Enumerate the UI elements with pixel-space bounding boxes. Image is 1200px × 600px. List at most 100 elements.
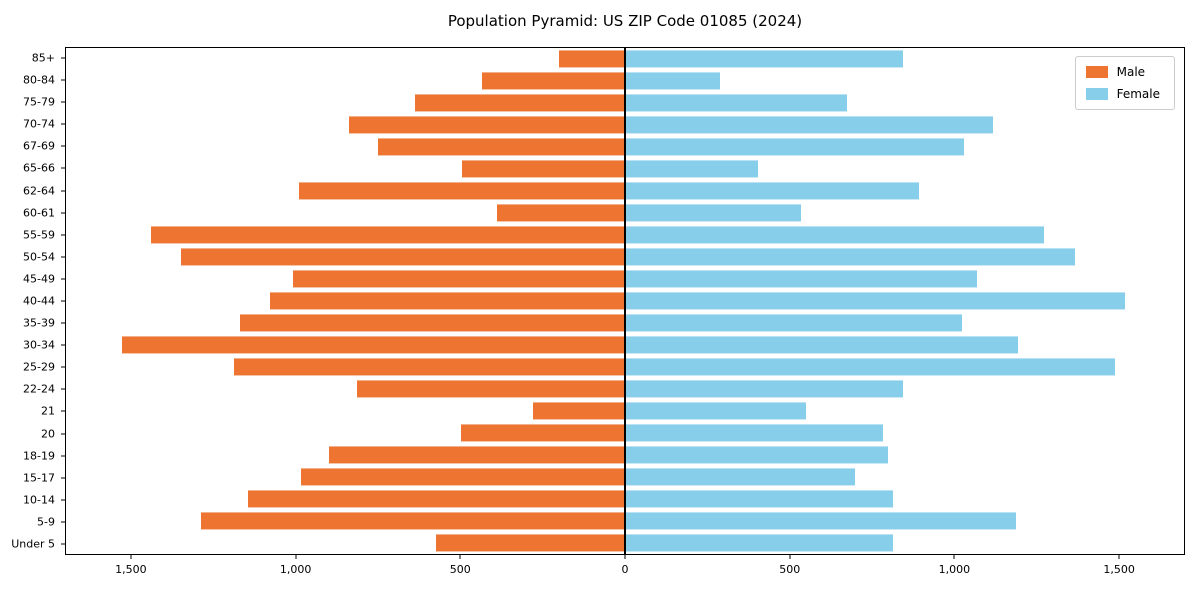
bar-male-21 [532, 402, 625, 420]
bar-female-50-54 [625, 248, 1076, 266]
legend: Male Female [1074, 56, 1175, 110]
ytick-mark [61, 79, 65, 81]
xtick-label: 500 [449, 563, 471, 576]
bar-female-22-24 [625, 380, 903, 398]
bar-female-10-14 [625, 490, 893, 508]
bar-male-80-84 [481, 72, 625, 90]
ytick-mark [61, 322, 65, 324]
xtick-mark [1118, 555, 1120, 559]
ytick-mark [61, 366, 65, 368]
legend-label-male: Male [1116, 65, 1146, 79]
xtick-label: 1,000 [938, 563, 971, 576]
xtick-mark [295, 555, 297, 559]
bar-female-15-17 [625, 468, 856, 486]
bar-male-62-64 [299, 182, 625, 200]
bar-male-10-14 [248, 490, 625, 508]
ytick-mark [61, 145, 65, 147]
plot-area: Male Female [65, 47, 1185, 555]
female-swatch [1085, 88, 1108, 100]
bar-male-50-54 [181, 248, 625, 266]
ytick-mark [61, 57, 65, 59]
ytick-label: 22-24 [23, 382, 55, 396]
bar-male-22-24 [357, 380, 625, 398]
xtick-label: 0 [621, 563, 629, 576]
bar-female-35-39 [625, 314, 963, 332]
bar-female-80-84 [625, 72, 721, 90]
bar-female-65-66 [625, 160, 759, 178]
ytick-label: 30-34 [23, 338, 55, 352]
bar-female-30-34 [625, 336, 1018, 354]
bar-female-25-29 [625, 358, 1115, 376]
xtick-mark [130, 555, 132, 559]
ytick-mark [61, 101, 65, 103]
bar-male-30-34 [121, 336, 625, 354]
ytick-mark [61, 410, 65, 412]
xtick-mark [953, 555, 955, 559]
xtick-mark [624, 555, 626, 559]
ytick-mark [61, 123, 65, 125]
bar-male-70-74 [348, 116, 625, 134]
bar-male-55-59 [151, 226, 625, 244]
bar-male-40-44 [269, 292, 625, 310]
legend-label-female: Female [1116, 87, 1160, 101]
bar-male-45-49 [292, 270, 625, 288]
x-axis: 1,500 1,000 500 0 500 1,000 1,500 [65, 555, 1185, 587]
ytick-label: 75-79 [23, 95, 55, 109]
bar-female-45-49 [625, 270, 977, 288]
ytick-mark [61, 433, 65, 435]
xtick-mark [459, 555, 461, 559]
ytick-label: 25-29 [23, 360, 55, 374]
ytick-label: 5-9 [37, 515, 55, 529]
ytick-label: 10-14 [23, 493, 55, 507]
bar-female-85+ [625, 50, 903, 68]
ytick-mark [61, 167, 65, 169]
zero-axis-line [624, 48, 626, 554]
bar-female-55-59 [625, 226, 1045, 244]
bar-female-67-69 [625, 138, 964, 156]
bar-female-60-61 [625, 204, 801, 222]
ytick-label: 80-84 [23, 73, 55, 87]
bar-male-under-5 [435, 534, 625, 552]
ytick-label: 62-64 [23, 184, 55, 198]
ytick-mark [61, 543, 65, 545]
ytick-mark [61, 388, 65, 390]
ytick-mark [61, 344, 65, 346]
xtick-label: 1,500 [115, 563, 147, 576]
bar-female-20 [625, 424, 884, 442]
xtick-label: 1,000 [279, 563, 312, 576]
ytick-label: 67-69 [23, 139, 55, 153]
bar-female-21 [625, 402, 806, 420]
ytick-mark [61, 190, 65, 192]
ytick-label: 15-17 [23, 471, 55, 485]
ytick-mark [61, 234, 65, 236]
bar-female-under-5 [625, 534, 893, 552]
ytick-mark [61, 521, 65, 523]
ytick-label: 60-61 [23, 206, 55, 220]
ytick-label: 18-19 [23, 449, 55, 463]
bar-male-18-19 [329, 446, 625, 464]
bar-male-5-9 [200, 512, 625, 530]
legend-item-male: Male [1085, 65, 1160, 79]
ytick-mark [61, 212, 65, 214]
ytick-mark [61, 455, 65, 457]
ytick-label: 50-54 [23, 250, 55, 264]
xtick-label: 500 [779, 563, 801, 576]
ytick-label: 65-66 [23, 161, 55, 175]
bar-male-85+ [559, 50, 625, 68]
bar-female-5-9 [625, 512, 1017, 530]
ytick-label: 20 [41, 427, 55, 441]
xtick-mark [789, 555, 791, 559]
xtick-label: 1,500 [1103, 563, 1135, 576]
bar-male-65-66 [462, 160, 625, 178]
ytick-label: Under 5 [11, 537, 55, 551]
ytick-label: 45-49 [23, 272, 55, 286]
bar-female-70-74 [625, 116, 994, 134]
bar-female-62-64 [625, 182, 920, 200]
bar-male-15-17 [301, 468, 625, 486]
ytick-label: 70-74 [23, 117, 55, 131]
bar-female-40-44 [625, 292, 1125, 310]
ytick-label: 21 [41, 404, 55, 418]
ytick-mark [61, 300, 65, 302]
bar-male-60-61 [496, 204, 625, 222]
